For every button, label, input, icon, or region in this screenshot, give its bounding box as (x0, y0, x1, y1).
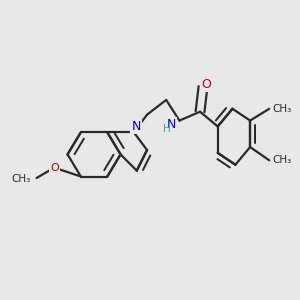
Text: CH₃: CH₃ (272, 104, 291, 114)
Text: N: N (131, 120, 141, 133)
Text: O: O (201, 78, 211, 91)
Text: CH₃: CH₃ (272, 155, 291, 165)
Text: O: O (50, 163, 59, 173)
Text: H: H (163, 124, 170, 134)
Text: CH₃: CH₃ (11, 174, 31, 184)
Text: N: N (167, 118, 176, 130)
